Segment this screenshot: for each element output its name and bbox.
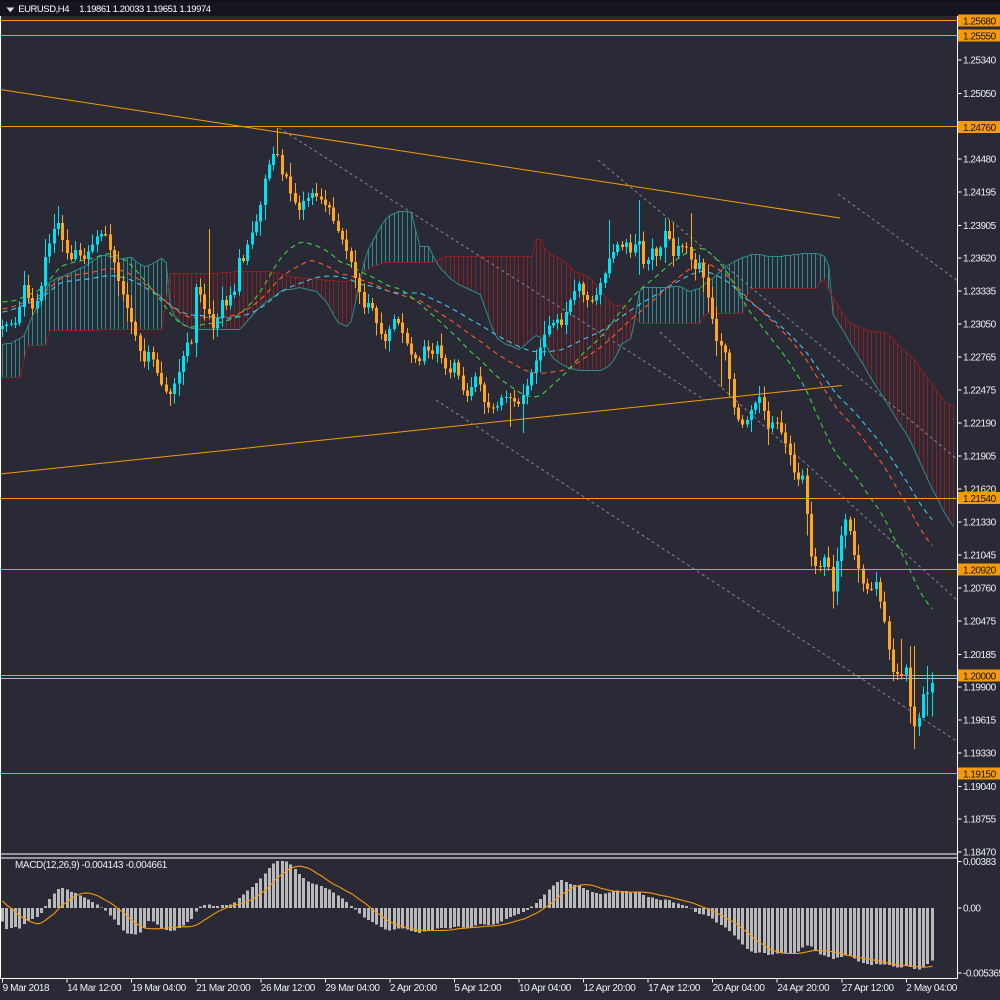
svg-text:1.20760: 1.20760 <box>963 584 997 595</box>
svg-text:1.22765: 1.22765 <box>963 352 997 363</box>
svg-text:1.19861 1.20033 1.19651 1.1997: 1.19861 1.20033 1.19651 1.19974 <box>79 4 210 15</box>
svg-text:2 Apr 20:00: 2 Apr 20:00 <box>390 983 438 994</box>
svg-text:26 Mar 12:00: 26 Mar 12:00 <box>261 983 316 994</box>
svg-text:1.19900: 1.19900 <box>963 683 997 694</box>
svg-text:1.20475: 1.20475 <box>963 616 997 627</box>
svg-text:29 Mar 04:00: 29 Mar 04:00 <box>325 983 380 994</box>
svg-text:1.24480: 1.24480 <box>963 155 997 166</box>
svg-text:1.19150: 1.19150 <box>963 770 997 781</box>
svg-text:1.23050: 1.23050 <box>963 319 997 330</box>
svg-text:1.19615: 1.19615 <box>963 716 997 727</box>
svg-text:5 Apr 12:00: 5 Apr 12:00 <box>454 983 502 994</box>
svg-text:1.21330: 1.21330 <box>963 518 997 529</box>
svg-text:1.22475: 1.22475 <box>963 386 997 397</box>
svg-text:17 Apr 12:00: 17 Apr 12:00 <box>648 983 701 994</box>
svg-text:1.21045: 1.21045 <box>963 551 997 562</box>
svg-text:1.25340: 1.25340 <box>963 55 997 66</box>
svg-text:20 Apr 04:00: 20 Apr 04:00 <box>713 983 766 994</box>
svg-text:1.18755: 1.18755 <box>963 815 997 826</box>
svg-text:0.00383: 0.00383 <box>963 857 997 868</box>
svg-text:-0.005365: -0.005365 <box>963 968 1000 979</box>
svg-text:0.00: 0.00 <box>963 904 981 915</box>
svg-text:1.23905: 1.23905 <box>963 221 997 232</box>
svg-text:1.21620: 1.21620 <box>963 484 997 495</box>
svg-text:9 Mar 2018: 9 Mar 2018 <box>3 983 50 994</box>
svg-text:1.20000: 1.20000 <box>963 672 997 683</box>
svg-text:1.25050: 1.25050 <box>963 89 997 100</box>
svg-text:10 Apr 04:00: 10 Apr 04:00 <box>519 983 572 994</box>
svg-text:2 May 04:00: 2 May 04:00 <box>906 983 957 994</box>
svg-text:MACD(12,26,9) -0.004143 -0.004: MACD(12,26,9) -0.004143 -0.004661 <box>15 860 168 871</box>
svg-text:27 Apr 12:00: 27 Apr 12:00 <box>842 983 895 994</box>
svg-text:1.19330: 1.19330 <box>963 748 997 759</box>
svg-text:EURUSD,H4: EURUSD,H4 <box>18 4 69 15</box>
svg-text:24 Apr 20:00: 24 Apr 20:00 <box>777 983 830 994</box>
svg-text:1.22190: 1.22190 <box>963 419 997 430</box>
svg-text:1.20920: 1.20920 <box>963 566 997 577</box>
svg-text:1.24760: 1.24760 <box>963 123 997 134</box>
svg-text:1.19040: 1.19040 <box>963 782 997 793</box>
svg-text:19 Mar 04:00: 19 Mar 04:00 <box>132 983 187 994</box>
svg-text:14 Mar 12:00: 14 Mar 12:00 <box>67 983 122 994</box>
svg-text:1.23335: 1.23335 <box>963 287 997 298</box>
svg-text:1.21540: 1.21540 <box>963 494 997 505</box>
svg-text:1.25550: 1.25550 <box>963 32 997 43</box>
svg-text:1.21905: 1.21905 <box>963 451 997 462</box>
svg-text:1.25680: 1.25680 <box>963 17 997 28</box>
svg-text:1.24195: 1.24195 <box>963 187 997 198</box>
svg-text:1.20185: 1.20185 <box>963 650 997 661</box>
svg-text:1.18470: 1.18470 <box>963 848 997 859</box>
svg-text:21 Mar 20:00: 21 Mar 20:00 <box>196 983 251 994</box>
svg-text:1.23620: 1.23620 <box>963 254 997 265</box>
svg-text:12 Apr 20:00: 12 Apr 20:00 <box>584 983 637 994</box>
